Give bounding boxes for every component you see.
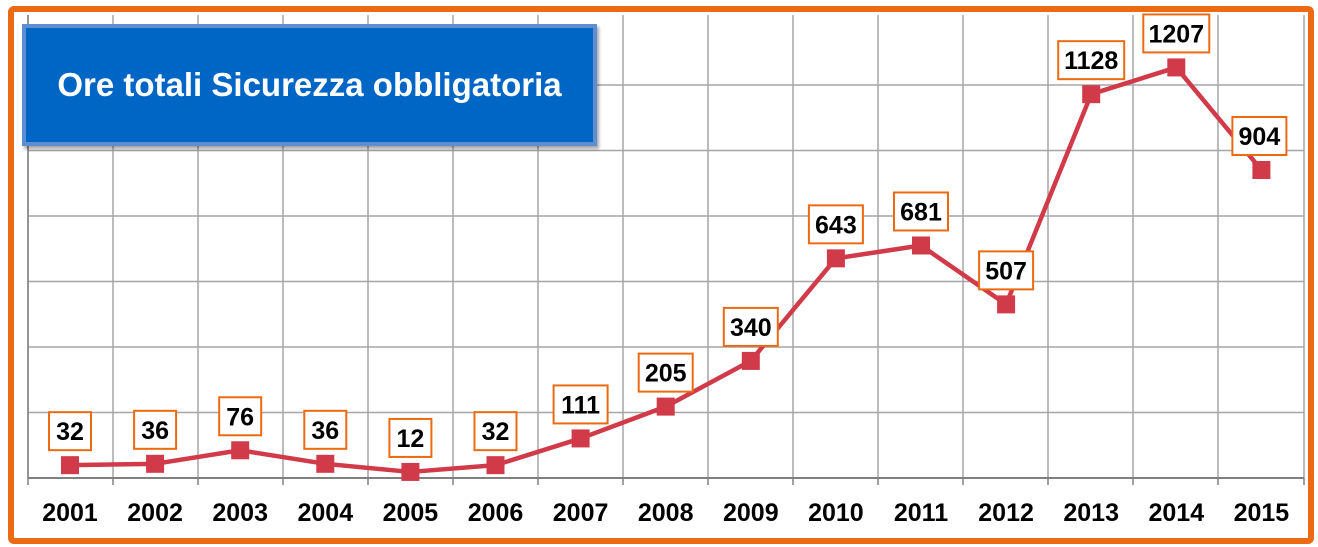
data-label: 32 xyxy=(473,411,518,452)
data-point-marker xyxy=(146,454,165,473)
data-label-text: 111 xyxy=(561,391,600,419)
data-label: 32 xyxy=(48,411,92,452)
x-tick-label: 2009 xyxy=(723,499,779,527)
data-label: 681 xyxy=(893,191,949,232)
data-label: 76 xyxy=(218,396,263,437)
data-labels: 32 36 76 36 12 32 111 205 340 643 681 507 1128 1207 90… xyxy=(48,13,1288,458)
data-label-box xyxy=(388,417,433,458)
data-label-box xyxy=(473,411,518,452)
x-tick-label: 2003 xyxy=(212,499,268,527)
x-tick-label: 2006 xyxy=(468,499,524,527)
x-tick-label: 2015 xyxy=(1234,499,1290,527)
data-label-box xyxy=(807,204,864,245)
data-label-text: 1128 xyxy=(1064,47,1118,75)
data-point-marker xyxy=(912,236,930,255)
data-point-marker xyxy=(1252,160,1271,179)
data-label: 111 xyxy=(552,384,609,425)
x-tick-label: 2007 xyxy=(553,499,609,527)
data-point-marker xyxy=(571,429,590,448)
data-point-marker xyxy=(486,456,505,475)
data-label: 36 xyxy=(133,409,178,450)
data-point-marker xyxy=(61,456,79,475)
data-label-text: 32 xyxy=(482,418,510,446)
x-tick-label: 2010 xyxy=(808,499,864,527)
data-label-text: 205 xyxy=(645,360,687,388)
data-label-box xyxy=(1231,115,1288,156)
data-label: 1207 xyxy=(1142,13,1211,54)
x-tick-label: 2012 xyxy=(978,499,1034,527)
data-point-marker xyxy=(316,454,335,473)
x-tick-label: 2013 xyxy=(1063,499,1119,527)
data-label: 643 xyxy=(807,204,864,245)
data-label-box xyxy=(48,411,92,452)
x-tick-label: 2008 xyxy=(638,499,694,527)
x-tick-label: 2014 xyxy=(1148,499,1204,527)
data-point-marker xyxy=(997,295,1016,314)
chart-title: Ore totali Sicurezza obbligatoria xyxy=(57,66,562,103)
data-label-text: 904 xyxy=(1239,123,1281,151)
x-tick-label: 2005 xyxy=(383,499,439,527)
data-label: 205 xyxy=(637,352,694,393)
data-label: 12 xyxy=(388,417,433,458)
x-axis: 2001 2002 2003 2004 2005 2006 2007 2008 2009 2010… xyxy=(27,15,1305,527)
data-label: 904 xyxy=(1231,115,1288,156)
data-label: 340 xyxy=(722,306,779,347)
data-label-box xyxy=(133,409,178,450)
data-point-marker xyxy=(1082,85,1101,104)
x-tick-label: 2001 xyxy=(42,499,98,527)
data-label-box xyxy=(303,409,348,450)
chart-title-box: Ore totali Sicurezza obbligatoria xyxy=(22,24,597,146)
data-label: 507 xyxy=(978,250,1035,291)
data-label-box xyxy=(552,384,609,425)
data-label-box xyxy=(893,191,949,232)
data-label-box xyxy=(978,250,1035,291)
data-label-box xyxy=(1057,40,1126,81)
data-label-text: 32 xyxy=(56,418,84,446)
data-label-box xyxy=(1142,13,1211,54)
data-label: 1128 xyxy=(1057,40,1126,81)
data-label-text: 36 xyxy=(141,417,169,445)
data-point-marker xyxy=(1167,58,1186,77)
data-point-marker xyxy=(401,462,420,481)
data-point-marker xyxy=(231,441,250,460)
data-label-box xyxy=(218,396,263,437)
data-label-text: 643 xyxy=(815,211,857,239)
x-tick-label: 2002 xyxy=(127,499,183,527)
markers xyxy=(61,58,1271,481)
data-label-text: 1207 xyxy=(1148,20,1204,48)
data-point-marker xyxy=(656,397,675,416)
data-label-text: 76 xyxy=(226,403,254,431)
data-label-text: 507 xyxy=(985,257,1027,285)
data-point-marker xyxy=(826,249,845,268)
data-label-text: 12 xyxy=(396,425,424,453)
data-label-box xyxy=(637,352,694,393)
data-label-text: 36 xyxy=(311,417,339,445)
x-tick-label: 2011 xyxy=(894,499,948,527)
data-label: 36 xyxy=(303,409,348,450)
data-label-text: 681 xyxy=(900,198,942,226)
data-point-marker xyxy=(741,351,760,370)
x-tick-label: 2004 xyxy=(297,499,353,527)
data-label-box xyxy=(722,306,779,347)
data-label-text: 340 xyxy=(730,314,772,342)
